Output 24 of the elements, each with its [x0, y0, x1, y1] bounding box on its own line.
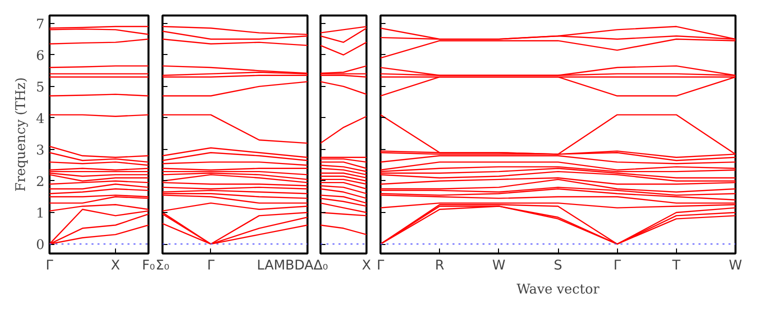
x-tick-label: T — [671, 258, 682, 274]
x-tick-label: F₀ — [142, 258, 156, 274]
x-tick-label: Δ₀ — [314, 258, 328, 274]
x-tick-label: Γ — [613, 258, 622, 274]
x-tick-label: Σ₀ — [156, 258, 170, 274]
x-tick-label: X — [362, 258, 372, 274]
y-tick-label: 4 — [36, 112, 45, 127]
x-tick-label: S — [554, 258, 562, 274]
x-tick-label: R — [435, 258, 444, 274]
x-tick-label: Γ — [376, 258, 385, 274]
y-tick-label: 5 — [36, 80, 45, 96]
x-tick-label: X — [110, 258, 120, 274]
y-tick-label: 7 — [36, 17, 45, 32]
x-tick-label: Γ — [46, 258, 54, 274]
y-tick-label: 1 — [36, 206, 45, 222]
y-axis-title: Frequency (THz) — [14, 77, 30, 192]
y-tick-label: 0 — [36, 238, 45, 254]
x-tick-label: W — [728, 258, 742, 274]
y-tick-label: 6 — [36, 48, 45, 64]
x-tick-label: Γ — [207, 258, 216, 274]
y-tick-label: 3 — [36, 143, 45, 158]
x-tick-label: W — [492, 258, 506, 274]
x-axis-title: Wave vector — [516, 282, 600, 298]
y-tick-label: 2 — [36, 174, 45, 190]
